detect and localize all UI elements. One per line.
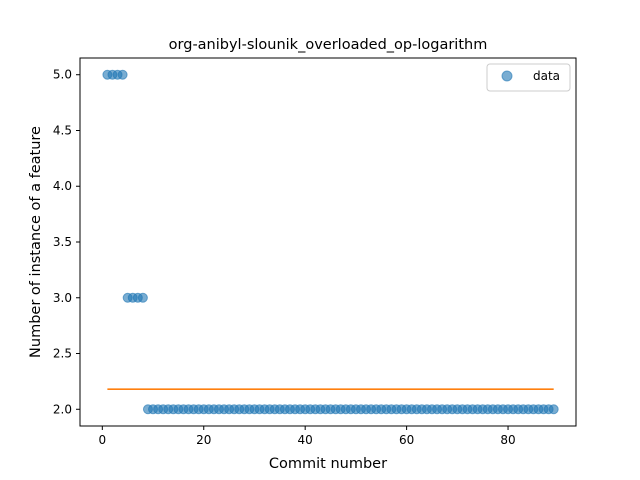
y-tick-label: 4.0	[53, 179, 72, 193]
y-tick-label: 4.5	[53, 123, 72, 137]
legend-marker-data	[501, 70, 513, 82]
y-tick-label: 3.0	[53, 291, 72, 305]
x-axis: 0 20 40 60 80	[98, 426, 516, 447]
chart-title: org-anibyl-slounik_overloaded_op-logarit…	[169, 37, 488, 53]
y-tick-label: 5.0	[53, 68, 72, 82]
legend: data	[486, 63, 571, 92]
x-tick-label: 0	[98, 433, 106, 447]
y-tick-label: 2.5	[53, 347, 72, 361]
x-tick-label: 80	[500, 433, 515, 447]
y-axis-label: Number of instance of a feature	[28, 126, 44, 358]
x-tick-label: 20	[196, 433, 211, 447]
y-tick-label: 2.0	[53, 402, 72, 416]
data-point	[548, 404, 559, 415]
x-tick-label: 40	[298, 433, 313, 447]
data-point	[117, 69, 128, 80]
plot-area	[102, 69, 559, 415]
legend-label-data: data	[533, 69, 560, 83]
x-tick-label: 60	[399, 433, 414, 447]
x-axis-label: Commit number	[269, 456, 387, 472]
y-tick-label: 3.5	[53, 235, 72, 249]
y-axis: 2.0 2.5 3.0 3.5 4.0 4.5 5.0	[53, 68, 80, 416]
data-point	[137, 292, 148, 303]
